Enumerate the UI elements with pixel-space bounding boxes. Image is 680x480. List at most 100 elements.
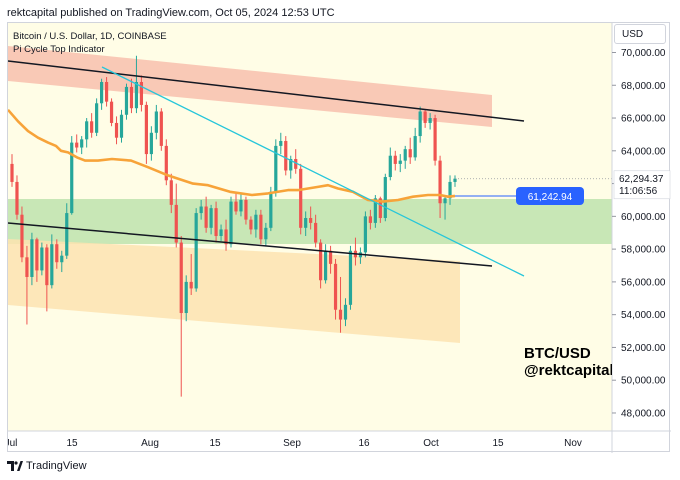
candle-body [60,255,64,263]
current-price-box [613,170,671,200]
candle-body [433,118,437,161]
y-tick-label: 58,000.00 [621,245,666,256]
candle-body [378,198,382,218]
candle-body [289,159,293,171]
candle-body [279,140,283,146]
candle-body [299,168,303,228]
ma-price-value: 61,242.94 [528,192,573,203]
y-tick-label: 56,000.00 [621,277,666,288]
candle-body [448,181,452,199]
candle-body [189,281,193,289]
candle-body [179,242,183,314]
candle-body [254,214,258,230]
y-tick-label: 66,000.00 [621,114,666,125]
candle-body [25,257,29,277]
candle-body [363,216,368,253]
candle-body [413,136,417,158]
candle-body [95,103,99,133]
candle-body [114,122,119,138]
candle-body [333,263,338,310]
candle-body [109,101,114,123]
candle-body [204,206,208,228]
y-tick-label: 50,000.00 [621,376,666,387]
candle-body [50,244,54,286]
resistance-trendline [8,60,525,122]
candle-body [154,111,158,133]
candle-body [70,142,74,214]
candle-body [323,250,328,281]
candle-body [309,217,313,223]
y-tick-label: 64,000.00 [621,146,666,157]
candle-body [174,204,178,243]
candle-body [398,160,402,164]
candle-body [314,222,318,243]
candle-body [348,250,353,305]
candle-body [259,214,263,240]
candle-body [408,149,412,158]
candle-body [438,160,442,204]
candle-body [373,198,377,223]
candle-body [194,213,198,289]
candle-body [10,163,14,182]
x-tick-label: Jul [8,438,17,449]
candle-body [144,104,148,155]
candle-body [343,304,348,320]
candle-body [104,81,109,102]
publish-info: rektcapital published on TradingView.com… [7,7,335,19]
candle-body [35,239,39,271]
current-price-value: 62,294.37 [619,174,664,185]
y-tick-label: 48,000.00 [621,408,666,419]
candle-body [219,229,223,237]
candle-body [199,206,203,214]
candle-body [383,177,387,218]
candle-body [55,244,59,263]
resistance-zone [8,46,492,127]
y-tick-label: 60,000.00 [621,212,666,223]
candle-body [134,81,139,109]
candle-body [294,159,298,169]
candle-body [40,247,44,271]
candle-body [90,121,94,133]
candle-body [65,213,69,256]
candle-body [284,140,288,171]
currency-button[interactable]: USD [614,24,666,44]
candle-body [234,201,238,212]
candle-body [99,81,104,104]
x-tick-label: Oct [423,438,439,449]
candle-body [159,111,163,146]
candle-body [15,181,19,215]
candle-body [75,142,79,148]
candle-body [224,229,228,245]
y-tick-label: 52,000.00 [621,343,666,354]
candle-body [45,247,49,286]
trendlines-layer [8,60,612,277]
candle-body [149,132,153,155]
x-tick-label: 15 [66,438,78,449]
candle-body [209,208,213,228]
symbol-title: Bitcoin / U.S. Dollar, 1D, COINBASE [13,31,167,42]
y-tick-label: 68,000.00 [621,81,666,92]
chart-canvas[interactable]: 70,000.0068,000.0066,000.0064,000.0062,0… [8,23,671,453]
time-axis: Jul 15 Aug 15 Sep 16 Oct 15 Nov [8,438,582,449]
chart-legend: Bitcoin / U.S. Dollar, 1D, COINBASE Pi C… [13,30,167,56]
candle-body [80,139,84,148]
candle-body [85,121,89,140]
candle-body [274,145,278,192]
candle-body [119,114,124,138]
candle-body [20,214,24,258]
x-tick-label: 15 [492,438,504,449]
candle-body [139,81,144,105]
candle-body [129,86,134,109]
candle-body [184,281,188,314]
candles-layer [10,55,457,397]
candle-body [393,155,397,164]
candle-body [453,178,457,182]
chart-frame[interactable]: 70,000.0068,000.0066,000.0064,000.0062,0… [7,22,671,453]
candle-body [338,309,343,320]
candle-body [403,149,407,161]
descending-trendline [101,66,525,277]
tradingview-logo-icon [7,461,23,471]
price-axis: 70,000.0068,000.0066,000.0064,000.0062,0… [612,48,666,419]
candle-body [264,227,268,240]
